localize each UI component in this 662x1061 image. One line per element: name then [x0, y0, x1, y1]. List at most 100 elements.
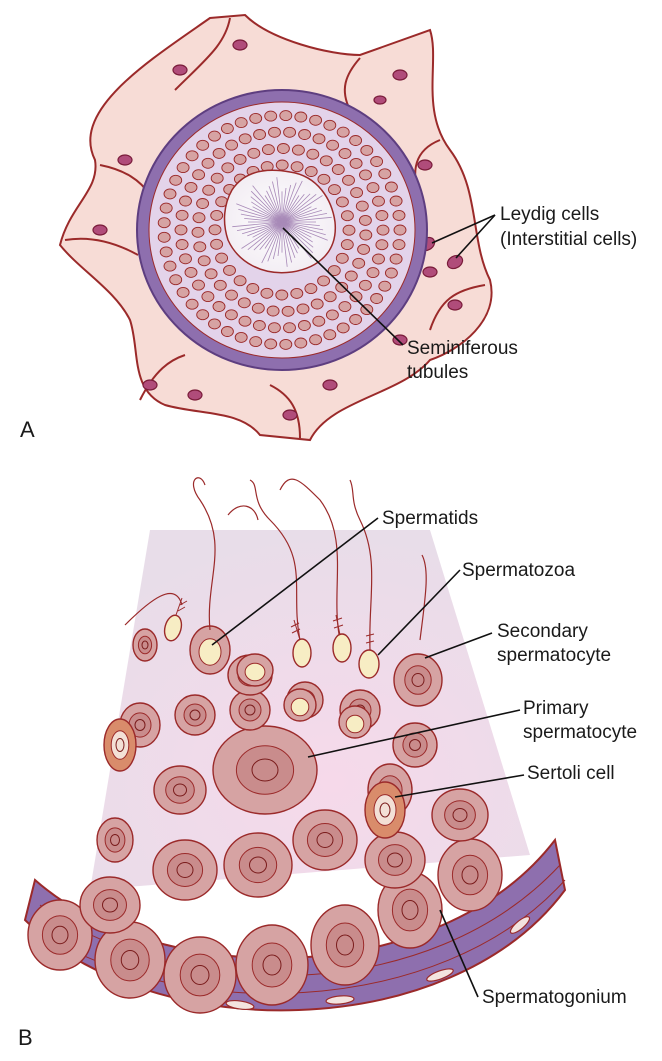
- germ-cell: [208, 318, 221, 330]
- germ-cell: [392, 209, 406, 221]
- leydig-cell: [373, 95, 387, 105]
- germ-cell: [191, 226, 205, 238]
- germ-cell: [212, 301, 226, 312]
- germ-cell: [325, 309, 339, 321]
- germ-cell: [342, 174, 355, 186]
- germ-cell: [267, 322, 281, 334]
- secondary-spermatocyte: [393, 653, 443, 707]
- germ-cell: [224, 309, 238, 321]
- spermatozoon-head: [163, 614, 183, 642]
- leydig-cell: [187, 389, 203, 401]
- germ-cell: [204, 268, 218, 280]
- germ-cell: [157, 231, 171, 243]
- germ-cell: [252, 320, 266, 331]
- germ-cell: [233, 153, 247, 165]
- germ-cell: [201, 157, 215, 169]
- germ-cell: [281, 305, 295, 317]
- leydig-cell: [447, 299, 463, 311]
- germ-cell: [352, 257, 366, 269]
- secondary-spermatocyte: [96, 817, 134, 863]
- germ-cell: [261, 144, 275, 156]
- germ-cell: [338, 301, 352, 313]
- germ-cell: [358, 279, 372, 291]
- germ-cell: [309, 334, 323, 346]
- germ-cell: [184, 181, 198, 193]
- germ-cell: [220, 123, 234, 134]
- germ-cell: [192, 169, 206, 181]
- germ-cell: [336, 322, 350, 334]
- leydig-cell: [392, 334, 408, 346]
- germ-cell: [312, 133, 326, 145]
- germ-cell: [159, 202, 173, 214]
- germ-cell: [360, 144, 374, 156]
- germ-cell: [279, 338, 293, 350]
- sertoli-cell: [103, 718, 137, 772]
- spermatid: [189, 625, 231, 675]
- germ-cell: [297, 320, 311, 331]
- panel-a-leaders: [282, 214, 496, 346]
- leydig-label-line2: (Interstitial cells): [500, 229, 637, 250]
- germ-cell: [225, 139, 239, 151]
- germ-cell: [179, 253, 192, 265]
- leydig-cell: [172, 64, 188, 76]
- germ-cell: [249, 336, 263, 348]
- germ-cell: [323, 119, 337, 131]
- germ-cell: [238, 315, 252, 327]
- germ-cell: [251, 302, 265, 314]
- flagella: [124, 477, 427, 651]
- germ-cell: [349, 314, 363, 325]
- germ-cell: [264, 338, 278, 350]
- germ-cell: [336, 126, 350, 138]
- germ-cell: [378, 168, 392, 180]
- tubules-label-line1: Seminiferous: [407, 338, 518, 359]
- germ-cell: [358, 214, 372, 226]
- germ-cell: [389, 195, 403, 207]
- germ-cell: [370, 156, 384, 167]
- leydig-cell: [392, 69, 408, 81]
- secondary-spermatocyte: [229, 689, 271, 731]
- germ-cell: [212, 147, 226, 159]
- germ-cell: [266, 305, 280, 317]
- germ-cell: [375, 210, 389, 221]
- sertoli-label: Sertoli cell: [527, 763, 615, 784]
- germ-cell: [276, 143, 290, 154]
- germ-cell: [349, 291, 363, 303]
- germ-cell: [192, 279, 205, 291]
- spermatid: [338, 705, 372, 739]
- germ-cell: [169, 174, 183, 186]
- germ-cell: [185, 298, 199, 310]
- germ-cell: [389, 253, 403, 265]
- germ-cell: [233, 275, 247, 287]
- germ-cell: [370, 293, 384, 304]
- tubules-label-line2: tubules: [407, 362, 468, 383]
- spermatogonium-label: Spermatogonium: [482, 987, 627, 1008]
- tubule-lumen: [223, 169, 336, 274]
- primary-spermatocyte: [212, 725, 318, 815]
- germ-cell: [298, 129, 312, 140]
- germ-cell: [169, 274, 183, 286]
- germ-cell: [327, 265, 341, 277]
- germ-cell: [213, 279, 227, 291]
- spermatogonium: [94, 921, 166, 999]
- germ-cell: [215, 252, 229, 264]
- midpieces: [175, 597, 375, 650]
- germ-cell: [372, 253, 385, 265]
- primary-spermatocyte: [79, 876, 141, 934]
- primary-spermatocyte: [152, 839, 218, 901]
- germ-cell: [246, 283, 260, 294]
- germ-cell: [290, 287, 304, 299]
- germ-cell: [335, 281, 349, 293]
- germ-cell: [185, 150, 199, 162]
- germ-cell: [349, 157, 363, 169]
- panel-b-letter: B: [18, 1025, 33, 1050]
- germ-cell: [319, 155, 333, 167]
- primary-label-line2: spermatocyte: [523, 722, 637, 743]
- germ-cell: [366, 182, 380, 194]
- germ-cell: [247, 147, 261, 159]
- germ-cell: [372, 195, 385, 207]
- germ-cells: [27, 625, 503, 1014]
- germ-cell: [275, 289, 289, 301]
- germ-cell: [294, 111, 308, 123]
- leydig-cell: [142, 379, 158, 391]
